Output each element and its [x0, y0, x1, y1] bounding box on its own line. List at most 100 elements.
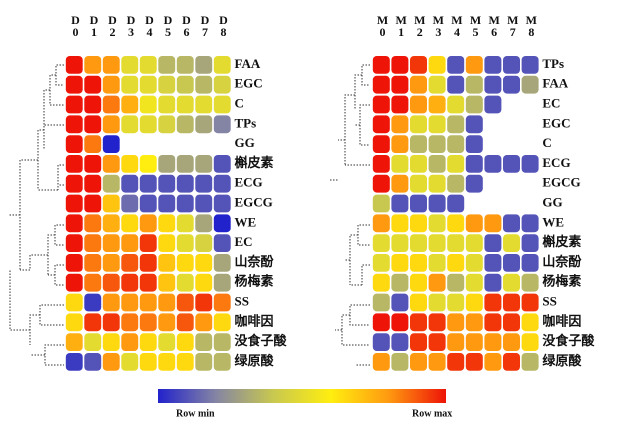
heatmap-cell — [521, 273, 539, 292]
heatmap-cell — [176, 115, 194, 134]
heatmap-cell — [195, 155, 213, 173]
heatmap-cell — [410, 56, 427, 74]
heatmap-cell — [139, 194, 157, 213]
heatmap-cell — [521, 214, 539, 233]
heatmap-cell — [176, 56, 194, 74]
heatmap-cell — [139, 273, 157, 292]
heatmap-cell — [121, 155, 139, 173]
heatmap-cell — [428, 194, 446, 213]
row-label: C — [542, 135, 551, 150]
heatmap-cell — [195, 115, 213, 134]
heatmap-cell — [139, 115, 157, 134]
column-label: D7 — [198, 13, 212, 37]
heatmap-cell — [139, 293, 157, 312]
heatmap-cell — [65, 115, 83, 134]
heatmap-cell — [65, 293, 83, 312]
heatmap-cell — [391, 155, 409, 173]
heatmap-cell — [176, 194, 194, 213]
row-label: 杨梅素 — [542, 274, 581, 289]
heatmap-cell — [139, 234, 157, 252]
heatmap-cell — [465, 293, 483, 312]
heatmap-cell — [195, 174, 213, 193]
heatmap-cell — [121, 214, 139, 233]
row-label: EC — [542, 95, 560, 110]
heatmap-cell — [65, 194, 83, 213]
heatmap-cell — [372, 333, 390, 351]
heatmap-cell — [372, 353, 390, 371]
heatmap-cell — [391, 174, 409, 193]
heatmap-cell — [84, 293, 102, 312]
heatmap-cell — [447, 155, 465, 173]
heatmap-cell — [447, 95, 465, 114]
heatmap-cell — [410, 95, 427, 114]
row-label: TPs — [235, 115, 257, 130]
heatmap-cell — [213, 353, 231, 371]
heatmap-cell — [84, 333, 102, 351]
heatmap-cell — [372, 115, 390, 134]
column-label: M1 — [394, 13, 408, 37]
heatmap-cell — [484, 75, 502, 94]
heatmap-cell — [465, 95, 483, 114]
row-label: 没食子酸 — [542, 333, 595, 348]
heatmap-cell — [410, 254, 427, 272]
row-label: 山奈酚 — [235, 254, 275, 269]
heatmap-cell — [484, 273, 502, 292]
heatmap-cell — [372, 194, 390, 213]
heatmap-cell — [372, 135, 390, 153]
heatmap-cell — [102, 56, 120, 74]
heatmap-cell — [484, 95, 502, 114]
heatmap-cell — [139, 95, 157, 114]
heatmap-cell — [176, 313, 194, 332]
heatmap-cell — [84, 313, 102, 332]
heatmap-cell — [428, 353, 446, 371]
heatmap-cell — [84, 75, 102, 94]
heatmap-cell — [428, 273, 446, 292]
heatmap-cell — [447, 234, 465, 252]
heatmap-cell — [121, 293, 139, 312]
heatmap-cell — [503, 214, 520, 233]
heatmap-cell — [176, 234, 194, 252]
heatmap-cell — [410, 135, 427, 153]
heatmap-cell — [65, 273, 83, 292]
row-label: 山奈酚 — [542, 254, 582, 269]
row-label: ECG — [235, 175, 263, 190]
heatmap-cell — [391, 313, 409, 332]
column-label: D3 — [124, 13, 138, 37]
heatmap-cell — [410, 333, 427, 351]
heatmap-cell — [121, 234, 139, 252]
heatmap-cell — [484, 155, 502, 173]
heatmap-cell — [176, 333, 194, 351]
heatmap-cell — [84, 95, 102, 114]
heatmap-cell — [372, 214, 390, 233]
heatmap-cell — [102, 254, 120, 272]
heatmap-cell — [195, 353, 213, 371]
heatmap-cell — [195, 194, 213, 213]
heatmap-cell — [65, 234, 83, 252]
heatmap-cell — [195, 214, 213, 233]
heatmap-cell — [84, 234, 102, 252]
heatmap-cell — [391, 75, 409, 94]
heatmap-cell — [465, 155, 483, 173]
heatmap-cell — [84, 254, 102, 272]
heatmap-cell — [158, 194, 176, 213]
heatmap-cell — [158, 273, 176, 292]
heatmap-cell — [65, 353, 83, 371]
row-label: 绿原酸 — [542, 353, 582, 368]
heatmap-cell — [121, 115, 139, 134]
heatmap-cell — [121, 95, 139, 114]
heatmap-cell — [391, 135, 409, 153]
heatmap-cell — [372, 273, 390, 292]
heatmap-cell — [84, 135, 102, 153]
heatmap-cell — [139, 353, 157, 371]
heatmap-cell — [484, 353, 502, 371]
heatmap-cell — [158, 353, 176, 371]
left-dendrogram — [8, 64, 64, 366]
column-label: M3 — [431, 13, 445, 37]
heatmap-cell — [65, 135, 83, 153]
heatmap-cell — [121, 353, 139, 371]
row-label: SS — [542, 293, 556, 308]
heatmap-cell — [158, 293, 176, 312]
heatmap-cell — [521, 313, 539, 332]
row-label: GG — [235, 135, 255, 150]
heatmap-cell — [213, 194, 231, 213]
